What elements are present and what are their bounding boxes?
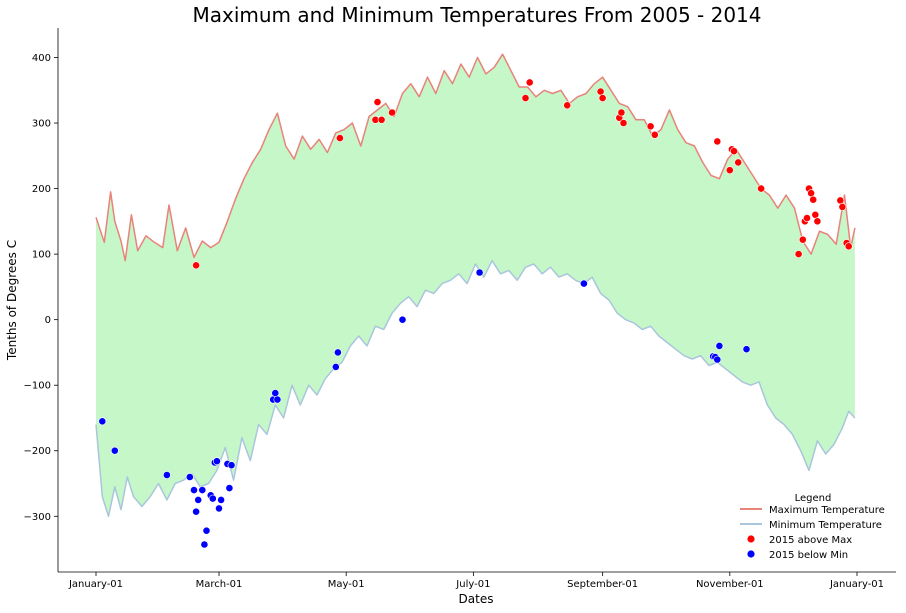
y-tick-label: −200 — [24, 446, 51, 457]
min-temperature-line — [95, 259, 856, 518]
y-tick-label: 300 — [32, 119, 51, 130]
above-max-point — [809, 195, 818, 204]
chart-title: Maximum and Minimum Temperatures From 20… — [192, 3, 761, 27]
fill-between-area — [96, 54, 855, 517]
y-tick-label: −300 — [24, 512, 51, 523]
below-min-point — [200, 540, 209, 549]
above-max-point — [803, 214, 811, 222]
above-max-point — [734, 158, 743, 167]
below-min-point — [225, 484, 234, 492]
above-max-point — [725, 166, 734, 175]
above-max-point — [813, 217, 822, 226]
below-min-point — [227, 461, 236, 470]
y-tick-label: 200 — [32, 184, 51, 195]
legend-entry-label: 2015 above Max — [769, 535, 852, 546]
above-max-point — [598, 94, 607, 102]
above-max-point — [730, 147, 738, 156]
above-max-point — [794, 250, 803, 258]
x-tick-label: January-01 — [68, 579, 123, 590]
above-max-point — [377, 115, 386, 124]
x-tick-label: January-01 — [829, 579, 884, 590]
plot-area — [95, 53, 856, 549]
below-min-point — [273, 395, 282, 404]
below-min-point — [198, 486, 207, 494]
y-axis-label: Tenths of Degrees C — [5, 240, 19, 361]
below-min-point — [331, 362, 340, 371]
below-min-point — [162, 471, 171, 479]
below-min-point — [580, 279, 588, 288]
legend-title: Legend — [795, 493, 832, 504]
legend-entry-label: 2015 below Min — [769, 550, 848, 561]
below-min-point — [742, 345, 751, 354]
above-max-point — [525, 78, 534, 87]
above-max-point — [798, 235, 807, 244]
above-max-point — [619, 119, 628, 127]
y-tick-label: 0 — [45, 315, 51, 326]
above-max-points — [192, 78, 853, 270]
legend-dot-swatch — [747, 550, 755, 558]
below-min-point — [212, 457, 221, 466]
above-max-point — [388, 108, 396, 117]
legend-dot-swatch — [747, 535, 755, 543]
x-tick-label: July-01 — [455, 579, 490, 590]
above-max-point — [596, 87, 605, 96]
below-min-point — [192, 507, 200, 516]
below-min-point — [202, 526, 211, 535]
above-max-point — [373, 98, 382, 106]
max-temperature-line — [95, 53, 856, 262]
above-max-point — [807, 189, 815, 198]
above-max-point — [521, 94, 530, 102]
below-min-point — [190, 486, 198, 494]
above-max-point — [617, 108, 626, 117]
y-tick-label: −100 — [24, 381, 51, 392]
above-max-point — [646, 122, 655, 131]
above-max-point — [650, 130, 659, 139]
y-tick-label: 100 — [32, 250, 51, 261]
above-max-point — [757, 184, 765, 193]
legend-entry-label: Maximum Temperature — [769, 505, 885, 516]
legend: Legend Maximum Temperature Minimum Temper… — [740, 493, 885, 561]
x-axis-ticks: January-01 March-01 May-01 July-01 September… — [68, 572, 884, 590]
below-min-point — [185, 473, 194, 481]
y-tick-label: 400 — [32, 53, 51, 64]
above-max-point — [563, 101, 572, 110]
above-max-point — [335, 134, 344, 142]
x-tick-label: November-01 — [696, 579, 764, 590]
x-axis-label: Dates — [459, 592, 494, 606]
above-max-point — [192, 261, 200, 270]
above-max-point — [811, 210, 820, 219]
below-min-point — [271, 389, 280, 397]
above-max-point — [836, 196, 845, 205]
x-tick-label: May-01 — [328, 579, 365, 590]
below-min-point — [194, 495, 203, 504]
legend-entry-label: Minimum Temperature — [769, 520, 882, 531]
below-min-point — [715, 341, 724, 350]
below-min-point — [208, 494, 217, 503]
y-axis-ticks: −300 −200 −100 0 100 200 300 400 — [24, 53, 58, 523]
below-min-point — [475, 268, 484, 277]
x-tick-label: March-01 — [196, 579, 243, 590]
above-max-point — [844, 242, 853, 251]
below-min-point — [215, 504, 223, 513]
above-max-point — [713, 137, 722, 146]
x-tick-label: September-01 — [567, 579, 638, 590]
above-max-point — [838, 202, 847, 211]
below-min-point — [713, 355, 722, 364]
below-min-point — [110, 446, 119, 455]
below-min-point — [333, 348, 342, 357]
below-min-points — [98, 268, 751, 549]
below-min-point — [98, 417, 107, 426]
below-min-point — [398, 315, 407, 324]
below-min-point — [217, 495, 225, 504]
